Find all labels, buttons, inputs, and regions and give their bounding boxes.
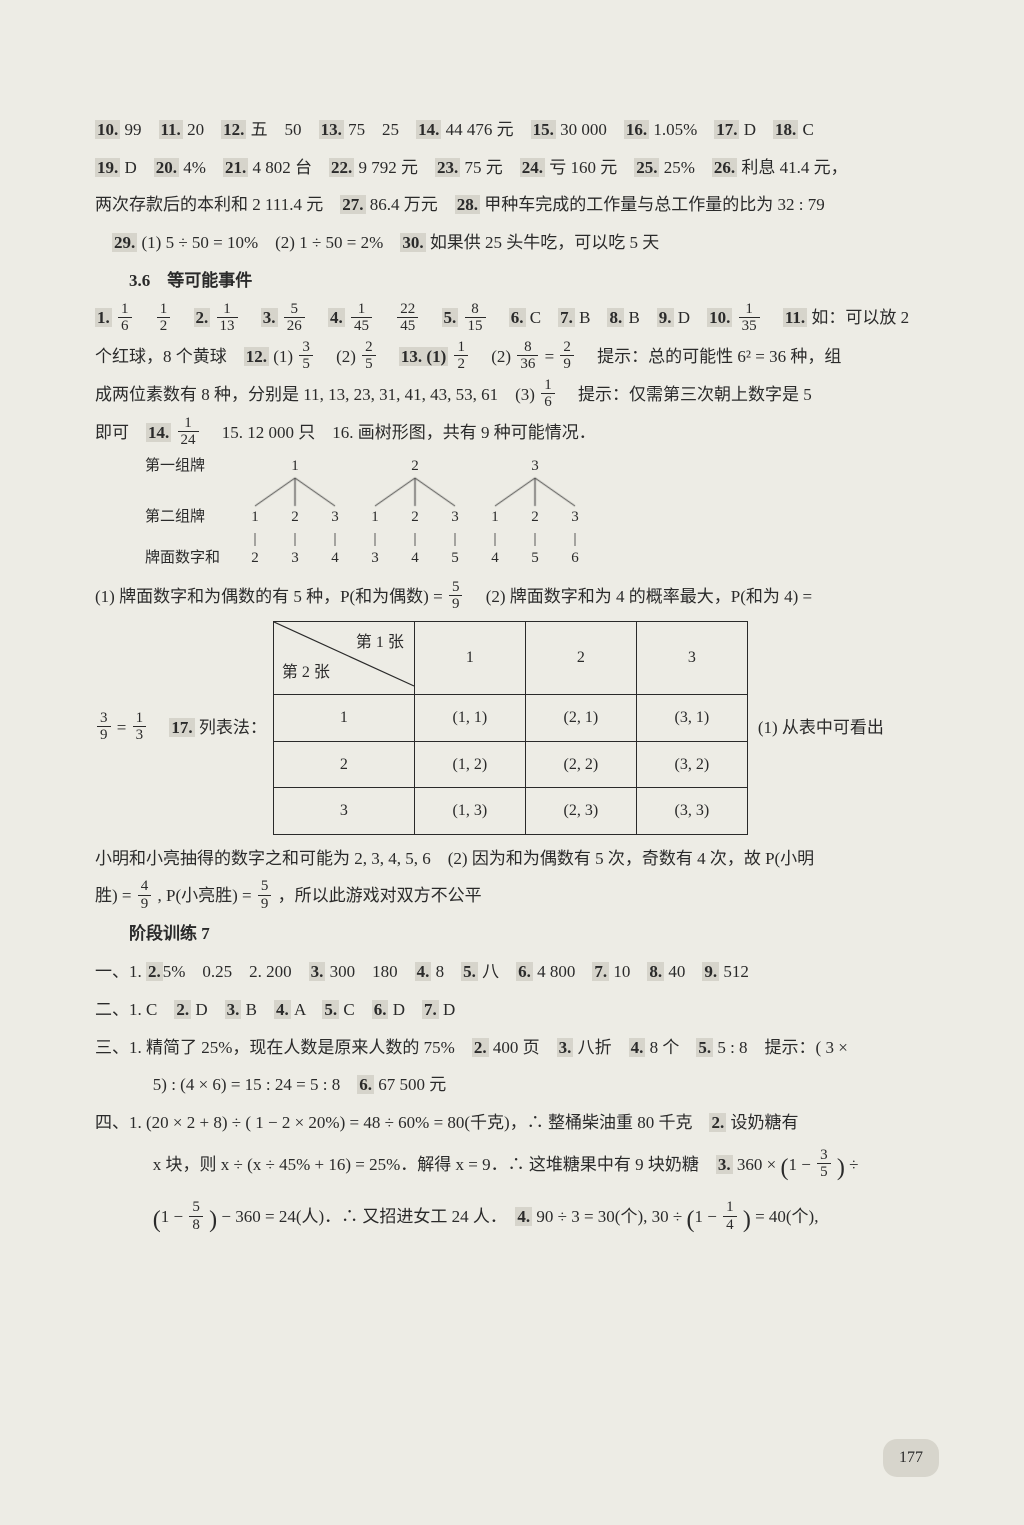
q17: 17. (169, 718, 194, 737)
section-3-6-title: 3.6 等可能事件 (129, 263, 939, 299)
after-tree: (1) 牌面数字和为偶数的有 5 种，P(和为偶数) = 59 (2) 牌面数字… (95, 579, 939, 615)
section-jd7-title: 阶段训练 7 (129, 916, 939, 952)
table-diag-header: 第 1 张 第 2 张 (273, 621, 414, 694)
q3: 3. (261, 308, 278, 327)
jd7-l1: 一、1. 2.5% 0.25 2. 200 3. 300 180 4. 8 5.… (95, 954, 939, 990)
tree-row1-label: 第一组牌 (145, 457, 235, 477)
jd7-l2: 二、1. C 2. D 3. B 4. A 5. C 6. D 7. D (95, 992, 939, 1028)
tree-lines (235, 476, 595, 508)
after-table-1: 小明和小亮抽得的数字之和可能为 2, 3, 4, 5, 6 (2) 因为和为偶数… (95, 841, 939, 877)
sec36-line4: 即可 14. 124 15. 12 000 只 16. 画树形图，共有 9 种可… (95, 415, 939, 451)
ans-line-2: 19. D 20. 4% 21. 4 802 台 22. 9 792 元 23.… (95, 150, 939, 186)
ans-line-1: 10. 99 11. 20 12. 五 50 13. 75 25 14. 44 … (95, 112, 939, 148)
jd7-l5: x 块，则 x ÷ (x ÷ 45% + 16) = 25%．解得 x = 9．… (95, 1143, 939, 1193)
tree-row2-label: 第二组牌 (145, 508, 235, 528)
q6-10: 6. C 7. B 8. B 9. D 10. (509, 308, 733, 327)
jd7-l6: (1 − 58 ) − 360 = 24(人)．∴ 又招进女工 24 人． 4.… (95, 1195, 939, 1245)
q1: 1. (95, 308, 112, 327)
q11: 11. 如：可以放 2 (783, 308, 909, 327)
sec36-line3: 成两位素数有 8 种，分别是 11, 13, 23, 31, 41, 43, 5… (95, 377, 939, 413)
q13: 13. (1) (399, 347, 448, 366)
q4: 4. (328, 308, 345, 327)
ans-line-4: 29. (1) 5 ÷ 50 = 10% (2) 1 ÷ 50 = 2% 30.… (95, 225, 939, 261)
q2: 2. (194, 308, 211, 327)
ans-line-3: 两次存款后的本利和 2 111.4 元 27. 86.4 万元 28. 甲种车完… (95, 187, 939, 223)
row17: 39 = 13 17. 列表法： 第 1 张 第 2 张 123 1(1, 1)… (95, 617, 939, 839)
jd7-l4: 四、1. (20 × 2 + 8) ÷ ( 1 − 2 × 20%) = 48 … (95, 1105, 939, 1141)
jd7-l3: 三、1. 精简了 25%，现在人数是原来人数的 75% 2. 400 页 3. … (95, 1030, 939, 1066)
after-table-2: 胜) = 49 , P(小亮胜) = 59 ，所以此游戏对双方不公平 (95, 878, 939, 914)
probability-table: 第 1 张 第 2 张 123 1(1, 1)(2, 1)(3, 1) 2(1,… (273, 621, 748, 835)
jd7-l3b: 5) : (4 × 6) = 15 : 24 = 5 : 8 6. 67 500… (95, 1067, 939, 1103)
page-number: 177 (883, 1439, 939, 1477)
q5: 5. (442, 308, 459, 327)
sec36-line2: 个红球，8 个黄球 12. (1) 35 (2) 25 13. (1) 12 (… (95, 339, 939, 375)
row17-note: (1) 从表中可看出 (758, 710, 884, 746)
sec36-line1: 1. 16 12 2. 113 3. 526 4. 145 2245 5. 81… (95, 300, 939, 336)
page: 10. 99 11. 20 12. 五 50 13. 75 25 14. 44 … (0, 0, 1024, 1525)
tree-row3-label: 牌面数字和 (145, 549, 235, 569)
tree-diagram: 第一组牌 123 第二组牌 123 123 123 ||| ||| ||| 牌面… (145, 457, 939, 569)
